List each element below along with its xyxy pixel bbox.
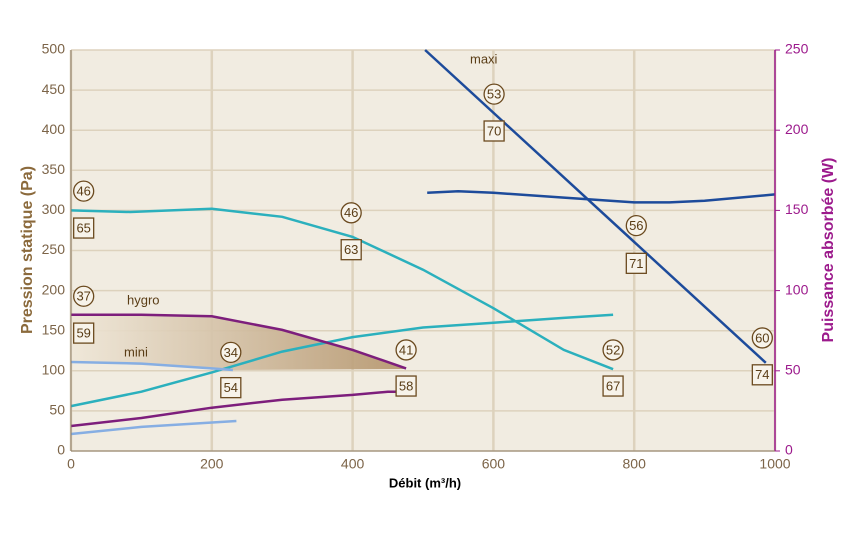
series-label: hygro bbox=[127, 292, 160, 307]
annotation-label: 67 bbox=[606, 378, 620, 393]
annotation-circle bbox=[395, 339, 417, 361]
annotation-label: 34 bbox=[224, 345, 238, 360]
y2-tick-label: 100 bbox=[785, 281, 809, 297]
series-line bbox=[70, 419, 237, 436]
annotation-label: 46 bbox=[344, 205, 358, 220]
y-tick-label: 200 bbox=[42, 281, 66, 297]
x-tick-label: 1000 bbox=[759, 456, 790, 472]
annotation-box bbox=[483, 120, 505, 142]
annotation-label: 59 bbox=[76, 326, 90, 341]
annotation-circle bbox=[602, 339, 624, 361]
x-tick-label: 0 bbox=[67, 456, 75, 472]
annotation-box bbox=[73, 322, 95, 344]
y2-axis-title: Puissance absorbée (W) bbox=[820, 158, 837, 343]
y-tick-label: 100 bbox=[42, 362, 66, 378]
y-tick-label: 350 bbox=[42, 161, 66, 177]
y-tick-label: 150 bbox=[42, 321, 66, 337]
x-tick-label: 800 bbox=[623, 456, 647, 472]
annotation-box bbox=[220, 376, 242, 399]
y-tick-label: 500 bbox=[42, 41, 66, 57]
annotation-label: 41 bbox=[399, 342, 413, 357]
y-tick-label: 300 bbox=[42, 201, 66, 217]
operating-zone bbox=[71, 314, 406, 370]
annotation-circle bbox=[220, 341, 242, 364]
annotation-box bbox=[625, 252, 647, 274]
y-tick-label: 0 bbox=[57, 442, 65, 458]
annotation-label: 56 bbox=[629, 218, 643, 233]
annotation-circle bbox=[73, 180, 95, 202]
annotation-circle bbox=[751, 327, 773, 349]
annotation-circle bbox=[625, 214, 647, 237]
annotation-label: 74 bbox=[755, 367, 769, 382]
annotation-label: 46 bbox=[76, 184, 90, 199]
annotation-label: 54 bbox=[224, 380, 238, 395]
annotation-label: 58 bbox=[399, 378, 413, 393]
annotation-circle bbox=[340, 202, 362, 224]
x-tick-label: 400 bbox=[341, 456, 365, 472]
annotation-label: 63 bbox=[344, 242, 358, 257]
y2-tick-label: 0 bbox=[785, 442, 793, 458]
series-line bbox=[427, 189, 776, 204]
annotation-label: 71 bbox=[629, 256, 643, 271]
y-tick-label: 250 bbox=[42, 241, 66, 257]
x-axis-title: Débit (m³/h) bbox=[389, 475, 461, 490]
annotation-label: 65 bbox=[76, 220, 90, 235]
annotation-label: 60 bbox=[755, 330, 769, 345]
series-label: maxi bbox=[470, 51, 498, 66]
annotation-circle bbox=[483, 83, 505, 105]
y-tick-label: 50 bbox=[49, 402, 65, 418]
annotation-box bbox=[340, 239, 362, 261]
annotation-box bbox=[395, 375, 417, 397]
y-axis-title: Pression statique (Pa) bbox=[19, 166, 36, 334]
y2-tick-label: 200 bbox=[785, 121, 809, 137]
series-line bbox=[71, 313, 407, 370]
annotation-label: 70 bbox=[487, 123, 501, 138]
series-line bbox=[70, 313, 614, 408]
series-line bbox=[70, 207, 614, 371]
series-line bbox=[424, 49, 767, 364]
series-line bbox=[70, 390, 402, 428]
annotation-label: 53 bbox=[487, 87, 501, 102]
annotation-box bbox=[751, 364, 773, 386]
y-tick-label: 400 bbox=[42, 121, 66, 137]
x-tick-label: 200 bbox=[200, 456, 224, 472]
annotation-box bbox=[602, 375, 624, 397]
y-tick-label: 450 bbox=[42, 81, 66, 97]
annotation-label: 37 bbox=[76, 289, 90, 304]
annotation-label: 52 bbox=[606, 342, 620, 357]
y2-tick-label: 150 bbox=[785, 201, 809, 217]
annotation-circle bbox=[73, 285, 95, 307]
x-tick-label: 600 bbox=[482, 456, 506, 472]
series-label: mini bbox=[124, 344, 148, 359]
y2-tick-label: 50 bbox=[785, 362, 801, 378]
series-line bbox=[70, 360, 233, 372]
y2-tick-label: 250 bbox=[785, 41, 809, 57]
annotation-box bbox=[73, 217, 95, 239]
